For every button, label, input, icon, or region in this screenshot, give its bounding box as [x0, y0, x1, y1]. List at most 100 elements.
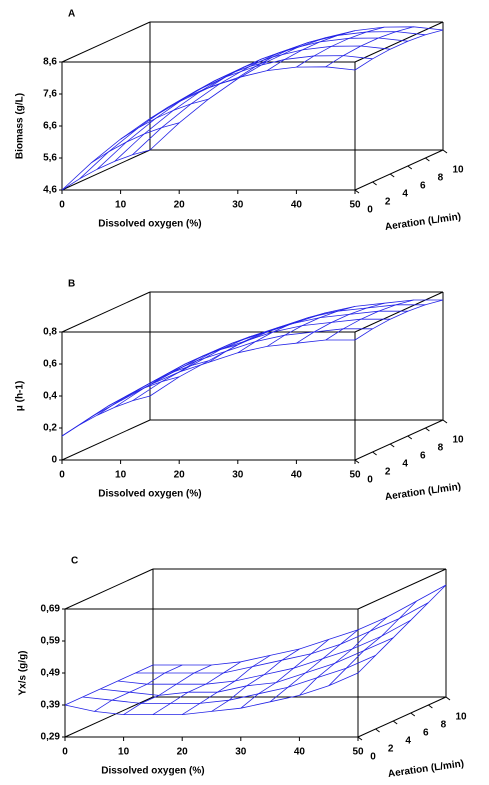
z-axis-label: Biomass (g/L) — [15, 93, 26, 159]
z-tick-label: 0,69 — [41, 604, 61, 615]
x-axis-label: Dissolved oxygen (%) — [101, 766, 204, 777]
surface-line-x — [149, 299, 443, 397]
surface-line-x — [96, 318, 391, 416]
y-tick-label: 0 — [367, 205, 373, 216]
surface-line-x — [114, 37, 408, 162]
surface-line-y — [91, 122, 180, 164]
y-tick-label: 0 — [370, 752, 376, 763]
z-tick-label: 4,6 — [43, 185, 57, 196]
z-tick-label: 7,6 — [43, 89, 57, 100]
x-tick-label: 30 — [232, 200, 244, 211]
x-axis-label: Dissolved oxygen (%) — [98, 489, 201, 500]
y-tick — [389, 443, 395, 448]
surface-line-y — [240, 639, 330, 709]
surface-line-y — [299, 616, 388, 696]
y-tick — [372, 181, 377, 186]
x-tick-label: 40 — [291, 470, 303, 481]
x-tick-label: 40 — [294, 747, 306, 758]
x-tick-label: 50 — [349, 470, 361, 481]
z-axis-label: Yx/s (g/g) — [18, 650, 29, 695]
y-tick — [392, 720, 398, 725]
panel-label: A — [68, 9, 75, 20]
panel-label: C — [71, 556, 78, 567]
surface-line-y — [120, 360, 209, 402]
surface-line-y — [208, 322, 297, 363]
surface-line-y — [181, 655, 271, 715]
surface-line-y — [266, 306, 356, 347]
x-tick-label: 20 — [177, 747, 189, 758]
x-tick-label: 40 — [291, 200, 303, 211]
box-edge — [357, 696, 447, 738]
surface-line-y — [64, 664, 154, 706]
x-tick-label: 10 — [115, 470, 127, 481]
y-tick — [410, 712, 416, 717]
y-tick — [425, 427, 430, 432]
surface-line-y — [296, 302, 385, 344]
z-tick-label: 0,29 — [41, 732, 61, 743]
surface-line-x — [79, 328, 373, 426]
y-tick — [354, 189, 360, 194]
surface-line-y — [61, 149, 151, 191]
y-tick — [407, 165, 413, 170]
surface-line-x — [135, 602, 429, 674]
surface-line-x — [64, 672, 359, 715]
z-tick-label: 0,4 — [43, 391, 57, 402]
z-tick-label: 0,8 — [43, 327, 57, 338]
y-tick-label: 2 — [388, 744, 394, 755]
z-tick-label: 0,2 — [43, 423, 57, 434]
x-tick-label: 0 — [59, 200, 65, 211]
y-tick — [354, 459, 360, 464]
surface-line-y — [237, 37, 326, 79]
surface-line-y — [61, 395, 151, 437]
box-edge — [64, 696, 154, 738]
y-tick-label: 4 — [402, 459, 408, 470]
y-tick — [372, 451, 377, 456]
x-tick-label: 0 — [62, 747, 68, 758]
y-tick-label: 10 — [455, 712, 467, 723]
box-edge — [354, 419, 444, 461]
panel-label: B — [68, 279, 75, 290]
x-tick-label: 20 — [174, 200, 186, 211]
x-tick-label: 20 — [174, 470, 186, 481]
y-tick-label: 2 — [385, 197, 391, 208]
box-edge — [64, 568, 154, 610]
y-axis-label: Aeration (L/min) — [384, 211, 461, 233]
y-tick-label: 8 — [438, 173, 444, 184]
y-axis-label: Aeration (L/min) — [384, 481, 461, 503]
box-edge — [61, 419, 151, 461]
x-tick-label: 0 — [59, 470, 65, 481]
surface-line-y — [325, 26, 414, 68]
box-edge — [357, 568, 447, 610]
y-axis-label: Aeration (L/min) — [387, 758, 464, 780]
surface-line-y — [152, 661, 242, 715]
surface-line-y — [354, 299, 444, 341]
y-tick — [445, 696, 451, 701]
surface-line-y — [357, 584, 447, 674]
surface-line-y — [296, 26, 385, 68]
surface-line-y — [325, 299, 414, 341]
z-tick-label: 6,6 — [43, 121, 57, 132]
z-tick-label: 0,49 — [41, 668, 61, 679]
surface-line-y — [208, 47, 297, 89]
y-tick — [357, 736, 363, 741]
x-tick-label: 30 — [232, 470, 244, 481]
y-tick — [375, 728, 380, 733]
box-edge — [61, 291, 151, 333]
y-tick-label: 4 — [402, 189, 408, 200]
y-tick-label: 8 — [438, 443, 444, 454]
surface-line-x — [82, 655, 376, 704]
x-axis-label: Dissolved oxygen (%) — [98, 219, 201, 230]
y-tick — [425, 157, 430, 162]
surface-line-y — [149, 78, 239, 119]
z-tick-label: 5,6 — [43, 153, 57, 164]
surface-line-y — [94, 664, 183, 712]
y-tick — [407, 435, 413, 440]
y-tick — [442, 149, 448, 154]
y-tick-label: 8 — [441, 720, 447, 731]
z-tick-label: 0,6 — [43, 359, 57, 370]
surface-line-y — [91, 376, 180, 418]
y-tick — [442, 419, 448, 424]
x-tick-label: 50 — [352, 747, 364, 758]
z-tick-label: 0,59 — [41, 636, 61, 647]
